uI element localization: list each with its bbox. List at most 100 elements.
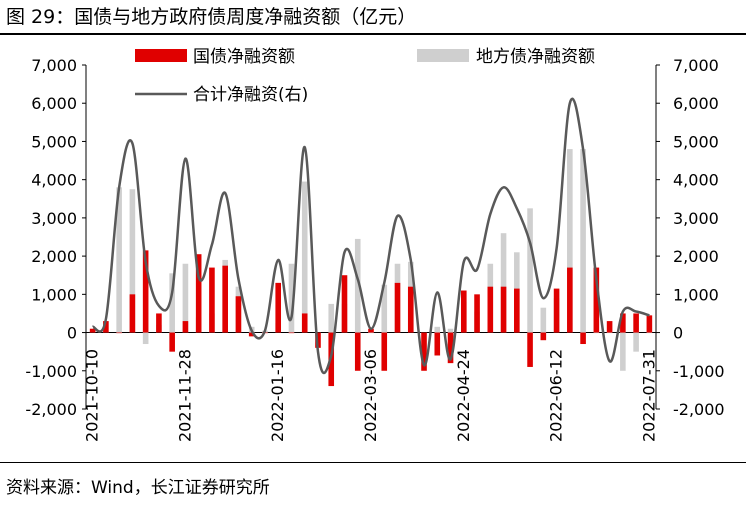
- y-tick-label-right: 4,000: [673, 171, 719, 190]
- gov-bond-bar: [275, 282, 282, 333]
- gov-bond-bar: [434, 332, 441, 356]
- gov-bond-bar: [103, 321, 109, 333]
- y-tick-label-right: 1,000: [673, 285, 719, 304]
- gov-bond-bar: [606, 321, 613, 333]
- gov-bond-bar: [248, 332, 255, 337]
- y-tick-label-right: 2,000: [673, 247, 719, 266]
- y-tick-label-right: 3,000: [673, 209, 719, 228]
- x-tick-label: 2022-07-31: [639, 349, 658, 442]
- gov-bond-bar: [209, 267, 215, 333]
- legend-swatch-gov-bond: [135, 49, 187, 62]
- gov-bond-bar: [567, 267, 573, 333]
- gov-bond-bar: [646, 315, 653, 333]
- source-note: 资料来源：Wind，长江证券研究所: [6, 478, 270, 498]
- x-tick-label: 2022-06-12: [547, 349, 566, 442]
- local-bond-bar: [129, 189, 136, 333]
- gov-bond-bar: [89, 328, 96, 333]
- y-tick-label-left: -2,000: [25, 400, 77, 419]
- gov-bond-bar: [620, 313, 626, 333]
- local-bond-bar: [567, 149, 573, 333]
- local-bond-bar: [500, 233, 507, 333]
- gov-bond-bar: [447, 332, 454, 364]
- local-bond-bar: [182, 263, 189, 333]
- x-tick-label: 2022-01-16: [268, 349, 287, 442]
- gov-bond-bar: [301, 313, 308, 333]
- gov-bond-bar: [633, 313, 639, 333]
- y-tick-label-left: 7,000: [31, 56, 77, 75]
- y-tick-label-left: 1,000: [31, 285, 77, 304]
- local-bond-bar: [606, 332, 613, 334]
- y-tick-label-left: 4,000: [31, 171, 77, 190]
- gov-bond-bar: [235, 296, 242, 333]
- footer-divider: [0, 462, 746, 463]
- title-divider: [0, 33, 746, 35]
- y-tick-label-left: 0: [67, 324, 77, 343]
- local-bond-bar: [434, 326, 441, 333]
- gov-bond-bar: [341, 275, 348, 333]
- local-bond-bar: [368, 332, 374, 334]
- total-net-financing-line: [91, 97, 650, 375]
- y-tick-label-left: -1,000: [25, 362, 77, 381]
- local-bond-bar: [540, 307, 547, 333]
- local-bond-bar: [301, 181, 308, 333]
- x-tick-label: 2021-10-10: [83, 349, 102, 442]
- x-tick-label: 2022-04-24: [454, 349, 473, 442]
- gov-bond-bar: [129, 294, 136, 333]
- figure-title: 图 29：国债与地方政府债周度净融资额（亿元）: [6, 6, 417, 28]
- gov-bond-bar: [288, 332, 295, 334]
- legend-swatch-local-bond: [417, 49, 469, 62]
- gov-bond-bar: [500, 286, 507, 333]
- x-tick-label: 2021-11-28: [175, 349, 194, 442]
- y-tick-label-left: 6,000: [31, 94, 77, 113]
- gov-bond-bar: [421, 332, 427, 371]
- local-bond-bar: [580, 149, 586, 333]
- local-bond-bar: [328, 303, 335, 333]
- gov-bond-bar: [222, 265, 228, 333]
- gov-bond-bar: [514, 288, 520, 333]
- y-tick-label-left: 5,000: [31, 132, 77, 151]
- local-bond-bar: [527, 208, 533, 333]
- gov-bond-bar: [368, 328, 374, 333]
- gov-bond-bar: [156, 313, 162, 333]
- gov-bond-bar: [527, 332, 533, 367]
- legend-label: 地方债净融资额: [476, 47, 595, 67]
- gov-bond-bar: [580, 332, 586, 345]
- local-bond-bar: [142, 332, 149, 345]
- gov-bond-bar: [116, 332, 122, 334]
- y-tick-label-left: 2,000: [31, 247, 77, 266]
- y-tick-label-right: -1,000: [673, 362, 725, 381]
- local-bond-bar: [447, 328, 454, 333]
- y-tick-label-right: 7,000: [673, 56, 719, 75]
- y-tick-label-right: 0: [673, 324, 683, 343]
- gov-bond-bar: [195, 254, 202, 333]
- local-bond-bar: [593, 332, 600, 334]
- gov-bond-bar: [169, 332, 175, 352]
- gov-bond-bar: [354, 332, 361, 371]
- gov-bond-bar: [142, 250, 149, 333]
- local-bond-bar: [116, 187, 122, 333]
- gov-bond-bar: [474, 294, 480, 333]
- gov-bond-bar: [394, 282, 401, 333]
- gov-bond-bar: [182, 321, 189, 333]
- local-bond-bar: [646, 332, 653, 334]
- y-tick-label-right: 6,000: [673, 94, 719, 113]
- y-tick-label-left: 3,000: [31, 209, 77, 228]
- local-bond-bar: [633, 332, 639, 352]
- labels-layer: 7,000 6,000 5,000 4,000 3,000 2,000 1,000 0 -1,0…: [25, 56, 724, 442]
- y-tick-label-right: 5,000: [673, 132, 719, 151]
- legend-label: 合计净融资(右): [193, 85, 308, 105]
- gov-bond-bar: [381, 332, 388, 371]
- gov-bond-bar: [593, 267, 600, 333]
- gov-bond-bar: [407, 286, 414, 333]
- local-bond-bar: [381, 284, 388, 333]
- bars-layer: [89, 149, 653, 387]
- lines-layer: [91, 97, 650, 375]
- legend-label: 国债净融资额: [193, 47, 295, 67]
- gov-bond-bar: [487, 286, 494, 333]
- local-bond-bar: [354, 238, 361, 333]
- local-bond-bar: [169, 273, 175, 333]
- x-tick-label: 2022-03-06: [361, 349, 380, 442]
- local-bond-bar: [620, 332, 626, 371]
